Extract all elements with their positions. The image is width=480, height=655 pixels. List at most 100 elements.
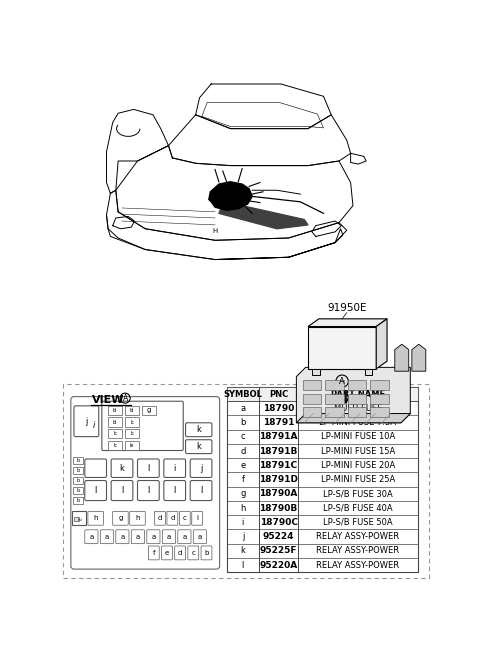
Bar: [325, 407, 344, 417]
FancyBboxPatch shape: [130, 512, 145, 525]
Text: g: g: [118, 515, 122, 521]
FancyBboxPatch shape: [88, 512, 103, 525]
Text: le: le: [130, 443, 134, 447]
FancyBboxPatch shape: [137, 481, 159, 500]
Text: 91950E: 91950E: [327, 303, 367, 312]
Text: h: h: [94, 515, 98, 521]
FancyBboxPatch shape: [100, 530, 113, 544]
Text: H: H: [212, 228, 217, 234]
FancyBboxPatch shape: [193, 530, 206, 544]
FancyBboxPatch shape: [164, 481, 186, 500]
Bar: [125, 417, 139, 426]
Bar: [308, 327, 376, 369]
Bar: [108, 417, 122, 426]
Text: d: d: [170, 515, 175, 521]
FancyBboxPatch shape: [164, 459, 186, 477]
Text: i: i: [173, 464, 176, 473]
Bar: [302, 381, 321, 390]
Bar: [325, 394, 344, 403]
Text: b: b: [77, 468, 80, 473]
Bar: [125, 429, 139, 438]
Bar: [125, 406, 139, 415]
FancyBboxPatch shape: [178, 530, 191, 544]
Text: A: A: [339, 377, 345, 386]
Bar: [348, 407, 366, 417]
Polygon shape: [209, 182, 252, 210]
Bar: [370, 394, 389, 403]
Bar: [302, 394, 321, 403]
Text: a: a: [198, 534, 202, 540]
Text: LP-MINI FUSE 10A: LP-MINI FUSE 10A: [321, 432, 395, 441]
Text: l: l: [200, 486, 202, 495]
Text: b: b: [77, 488, 80, 493]
FancyBboxPatch shape: [113, 512, 128, 525]
Text: ld: ld: [113, 408, 117, 413]
Text: b: b: [204, 550, 209, 556]
FancyBboxPatch shape: [102, 402, 183, 451]
FancyBboxPatch shape: [162, 546, 172, 560]
Text: c: c: [183, 515, 187, 521]
FancyBboxPatch shape: [190, 481, 212, 500]
Text: MULTI FUSE: MULTI FUSE: [334, 404, 382, 413]
FancyBboxPatch shape: [192, 512, 203, 525]
Text: c: c: [240, 432, 245, 441]
FancyBboxPatch shape: [85, 530, 98, 544]
Text: LP-MINI FUSE 25A: LP-MINI FUSE 25A: [321, 475, 395, 484]
Text: l: l: [95, 486, 97, 495]
Text: 95224: 95224: [263, 532, 294, 541]
FancyBboxPatch shape: [137, 459, 159, 477]
Text: LP-MINI FUSE 7.5A: LP-MINI FUSE 7.5A: [320, 418, 396, 427]
Text: l: l: [242, 561, 244, 570]
Text: LP-MINI FUSE 20A: LP-MINI FUSE 20A: [321, 461, 395, 470]
Bar: [227, 387, 418, 572]
Text: b: b: [240, 418, 246, 427]
FancyBboxPatch shape: [111, 459, 133, 477]
Text: k: k: [196, 442, 201, 451]
FancyBboxPatch shape: [85, 459, 107, 477]
Text: 18791C: 18791C: [260, 461, 298, 470]
Polygon shape: [296, 367, 410, 422]
FancyBboxPatch shape: [188, 546, 199, 560]
Bar: [73, 496, 83, 504]
Polygon shape: [219, 206, 308, 229]
Text: e: e: [240, 461, 246, 470]
Bar: [125, 441, 139, 450]
Text: ld: ld: [113, 419, 117, 424]
Text: k: k: [196, 425, 201, 434]
Text: a: a: [182, 534, 187, 540]
Text: RELAY ASSY-POWER: RELAY ASSY-POWER: [316, 561, 399, 570]
Text: l: l: [147, 464, 150, 473]
Text: LP-S/B FUSE 50A: LP-S/B FUSE 50A: [323, 518, 393, 527]
Polygon shape: [376, 319, 387, 369]
Text: lc: lc: [113, 443, 117, 447]
Polygon shape: [395, 345, 409, 371]
Text: 18790A: 18790A: [259, 489, 298, 498]
FancyBboxPatch shape: [132, 530, 144, 544]
Polygon shape: [296, 413, 410, 422]
Text: d: d: [240, 447, 246, 456]
Text: k: k: [120, 464, 124, 473]
Text: LP-MINI FUSE 15A: LP-MINI FUSE 15A: [321, 447, 395, 456]
Text: a: a: [105, 534, 109, 540]
Text: VIEW: VIEW: [92, 395, 124, 405]
Bar: [73, 457, 83, 464]
Bar: [73, 466, 83, 474]
Text: h,i: h,i: [78, 518, 83, 522]
Polygon shape: [308, 319, 387, 327]
Text: g: g: [240, 489, 246, 498]
Bar: [72, 512, 86, 525]
FancyBboxPatch shape: [186, 422, 212, 437]
Text: e: e: [165, 550, 169, 556]
FancyBboxPatch shape: [175, 546, 186, 560]
Text: l: l: [147, 486, 150, 495]
Text: a: a: [240, 404, 245, 413]
Text: LP-S/B FUSE 30A: LP-S/B FUSE 30A: [323, 489, 393, 498]
Text: k: k: [240, 546, 245, 555]
Bar: [108, 441, 122, 450]
Text: b: b: [77, 458, 80, 463]
FancyBboxPatch shape: [147, 530, 160, 544]
Text: lc: lc: [113, 431, 117, 436]
Text: f: f: [153, 550, 155, 556]
Text: j: j: [85, 417, 87, 426]
Text: 95225F: 95225F: [260, 546, 297, 555]
